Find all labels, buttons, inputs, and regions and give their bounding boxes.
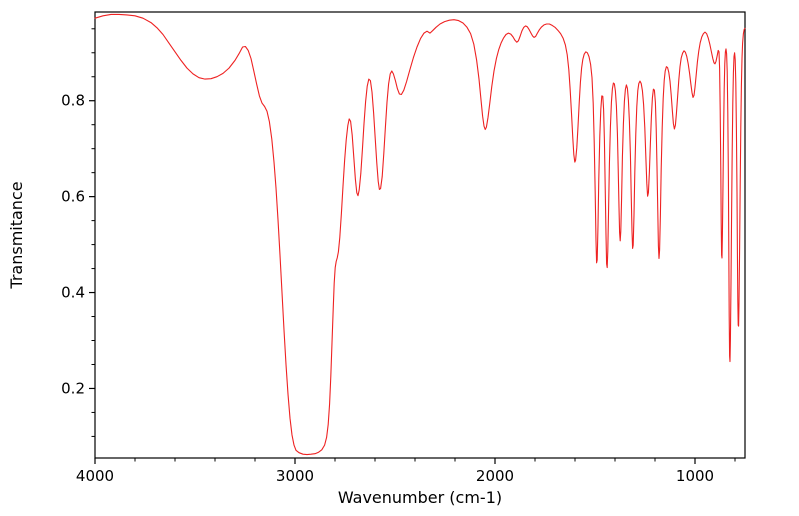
x-tick-label: 2000 xyxy=(476,467,514,485)
y-tick-label: 0.4 xyxy=(61,284,85,302)
y-axis-label: Transmitance xyxy=(7,181,26,289)
x-tick-label: 1000 xyxy=(676,467,714,485)
spectrum-line xyxy=(94,13,746,456)
y-tick-label: 0.8 xyxy=(61,92,85,110)
x-tick-label: 3000 xyxy=(276,467,314,485)
plot-area: 4000 3000 2000 1000 0.2 0.4 0.6 0.8 xyxy=(61,11,746,485)
x-tick-label: 4000 xyxy=(76,467,114,485)
y-tick-label: 0.6 xyxy=(61,188,85,206)
x-axis-label: Wavenumber (cm-1) xyxy=(338,488,502,507)
y-tick-label: 0.2 xyxy=(61,379,85,397)
plot-frame xyxy=(94,11,746,459)
